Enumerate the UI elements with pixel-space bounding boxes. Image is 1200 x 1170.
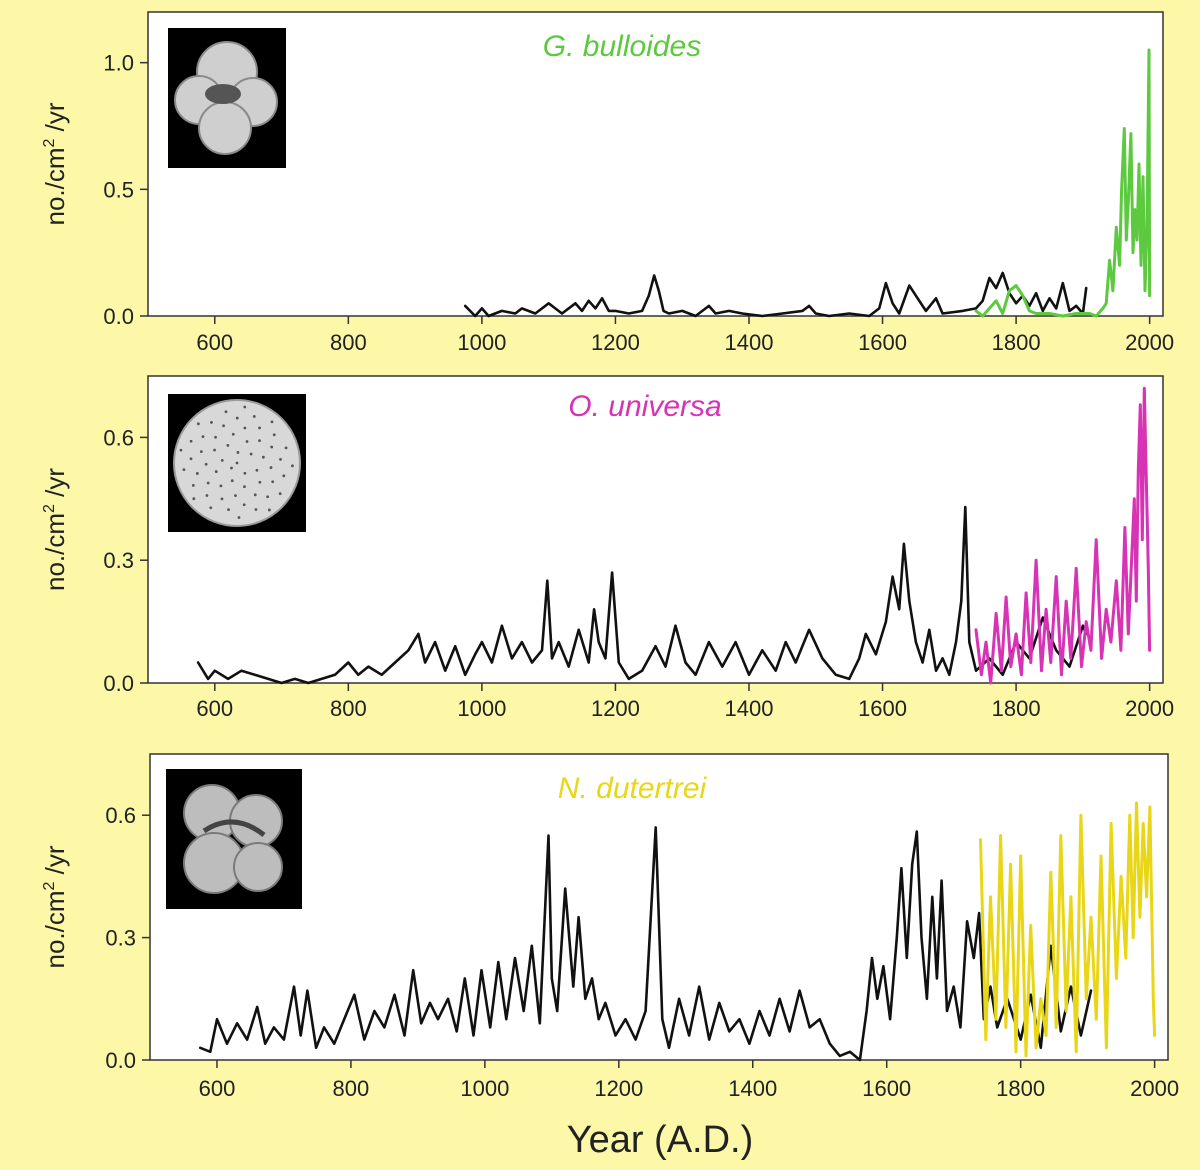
x-tick-label: 1200 xyxy=(591,330,640,355)
chart-panel-3: 600 800 1000 1200 1400 1600 1800 2000 0.0 0.3 0.6 n… xyxy=(40,753,1179,1101)
y-axis-label: no./cm2 /yr xyxy=(40,845,70,968)
series-line-1 xyxy=(463,271,1088,318)
series-line-2 xyxy=(974,48,1152,318)
y-tick-label: 0.3 xyxy=(103,548,134,573)
y-axis-label: no./cm2 /yr xyxy=(40,468,70,591)
x-tick-label: 600 xyxy=(199,1076,236,1101)
y-tick-label: 0.3 xyxy=(105,926,136,951)
foraminifera-micrograph-icon xyxy=(168,394,306,532)
foraminifera-micrograph-icon xyxy=(166,769,302,909)
y-tick-label: 0.0 xyxy=(103,304,134,329)
x-axis-title: Year (A.D.) xyxy=(567,1119,754,1161)
y-tick-label: 0.6 xyxy=(103,425,134,450)
x-tick-label: 1200 xyxy=(594,1076,643,1101)
x-tick-label: 600 xyxy=(196,696,233,721)
foraminifera-micrograph-icon xyxy=(168,28,286,168)
x-tick-label: 1800 xyxy=(992,330,1041,355)
y-tick-label: 1.0 xyxy=(103,51,134,76)
x-tick-label: 800 xyxy=(333,1076,370,1101)
y-tick-label: 0.0 xyxy=(103,671,134,696)
y-tick-label: 0.5 xyxy=(103,177,134,202)
x-tick-label: 1600 xyxy=(862,1076,911,1101)
x-tick-label: 1400 xyxy=(728,1076,777,1101)
species-title: O. universa xyxy=(568,390,721,423)
x-tick-label: 1600 xyxy=(858,696,907,721)
y-tick-label: 0.0 xyxy=(105,1048,136,1073)
x-tick-label: 600 xyxy=(196,330,233,355)
x-tick-label: 2000 xyxy=(1125,696,1174,721)
series-line-1 xyxy=(196,505,1088,685)
x-tick-label: 1200 xyxy=(591,696,640,721)
x-tick-label: 1800 xyxy=(992,696,1041,721)
x-tick-label: 800 xyxy=(330,696,367,721)
plot-area xyxy=(147,11,1164,317)
series-line-2 xyxy=(979,801,1157,1058)
x-tick-label: 800 xyxy=(330,330,367,355)
species-title: N. dutertrei xyxy=(558,772,708,805)
y-tick-label: 0.6 xyxy=(105,803,136,828)
x-tick-label: 1400 xyxy=(725,330,774,355)
x-tick-label: 1000 xyxy=(457,330,506,355)
chart-panel-1: 600 800 1000 1200 1400 1600 1800 2000 0.0 0.5 1.0 n… xyxy=(40,11,1174,355)
x-tick-label: 1000 xyxy=(460,1076,509,1101)
species-title: G. bulloides xyxy=(543,30,701,63)
x-tick-label: 1400 xyxy=(725,696,774,721)
chart-panel-2: 600 800 1000 1200 1400 1600 1800 2000 0.0 0.3 0.6 n… xyxy=(40,375,1174,721)
x-tick-label: 1800 xyxy=(996,1076,1045,1101)
series-line-2 xyxy=(974,386,1152,685)
x-tick-label: 2000 xyxy=(1130,1076,1179,1101)
x-tick-label: 1000 xyxy=(457,696,506,721)
x-tick-label: 1600 xyxy=(858,330,907,355)
series-line-1 xyxy=(198,826,1093,1062)
x-tick-label: 2000 xyxy=(1125,330,1174,355)
y-axis-label: no./cm2 /yr xyxy=(40,102,70,225)
